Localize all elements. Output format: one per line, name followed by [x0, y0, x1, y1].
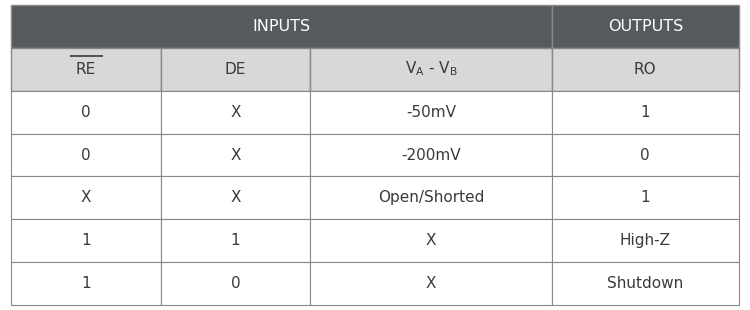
Bar: [160, 262, 310, 305]
Text: OUTPUTS: OUTPUTS: [608, 19, 683, 33]
Bar: [552, 5, 739, 48]
Bar: [552, 176, 739, 219]
Text: Shutdown: Shutdown: [608, 277, 683, 291]
Text: 1: 1: [81, 277, 91, 291]
Text: X: X: [426, 233, 436, 248]
Text: 0: 0: [231, 277, 241, 291]
Bar: [552, 91, 739, 134]
Text: X: X: [426, 277, 436, 291]
Text: 0: 0: [81, 148, 91, 162]
Bar: [11, 262, 160, 305]
Bar: [310, 48, 552, 91]
Text: DE: DE: [225, 62, 246, 77]
Text: 0: 0: [81, 104, 91, 120]
Text: 1: 1: [231, 233, 241, 248]
Bar: [310, 262, 552, 305]
Text: X: X: [230, 190, 241, 206]
Bar: [160, 134, 310, 176]
Text: -200mV: -200mV: [401, 148, 461, 162]
Bar: [11, 91, 160, 134]
Bar: [160, 176, 310, 219]
Bar: [552, 219, 739, 262]
Text: X: X: [230, 148, 241, 162]
Bar: [11, 134, 160, 176]
Bar: [310, 91, 552, 134]
Text: 1: 1: [640, 104, 650, 120]
Bar: [11, 176, 160, 219]
Bar: [11, 219, 160, 262]
Text: 1: 1: [640, 190, 650, 206]
Bar: [310, 176, 552, 219]
Text: 0: 0: [640, 148, 650, 162]
Text: 1: 1: [81, 233, 91, 248]
Bar: [160, 48, 310, 91]
Text: RO: RO: [634, 62, 656, 77]
Text: Open/Shorted: Open/Shorted: [378, 190, 484, 206]
Bar: [310, 134, 552, 176]
Bar: [552, 134, 739, 176]
Bar: [552, 262, 739, 305]
Bar: [11, 48, 160, 91]
Bar: [310, 219, 552, 262]
Bar: [160, 91, 310, 134]
Bar: [552, 48, 739, 91]
Text: X: X: [81, 190, 92, 206]
Text: RE: RE: [76, 62, 96, 77]
Text: $\mathregular{V_A}$ - $\mathregular{V_B}$: $\mathregular{V_A}$ - $\mathregular{V_B}…: [405, 60, 457, 78]
Bar: [160, 219, 310, 262]
Text: X: X: [230, 104, 241, 120]
Text: -50mV: -50mV: [406, 104, 456, 120]
Text: INPUTS: INPUTS: [253, 19, 310, 33]
Bar: [11, 5, 552, 48]
Text: High-Z: High-Z: [620, 233, 670, 248]
